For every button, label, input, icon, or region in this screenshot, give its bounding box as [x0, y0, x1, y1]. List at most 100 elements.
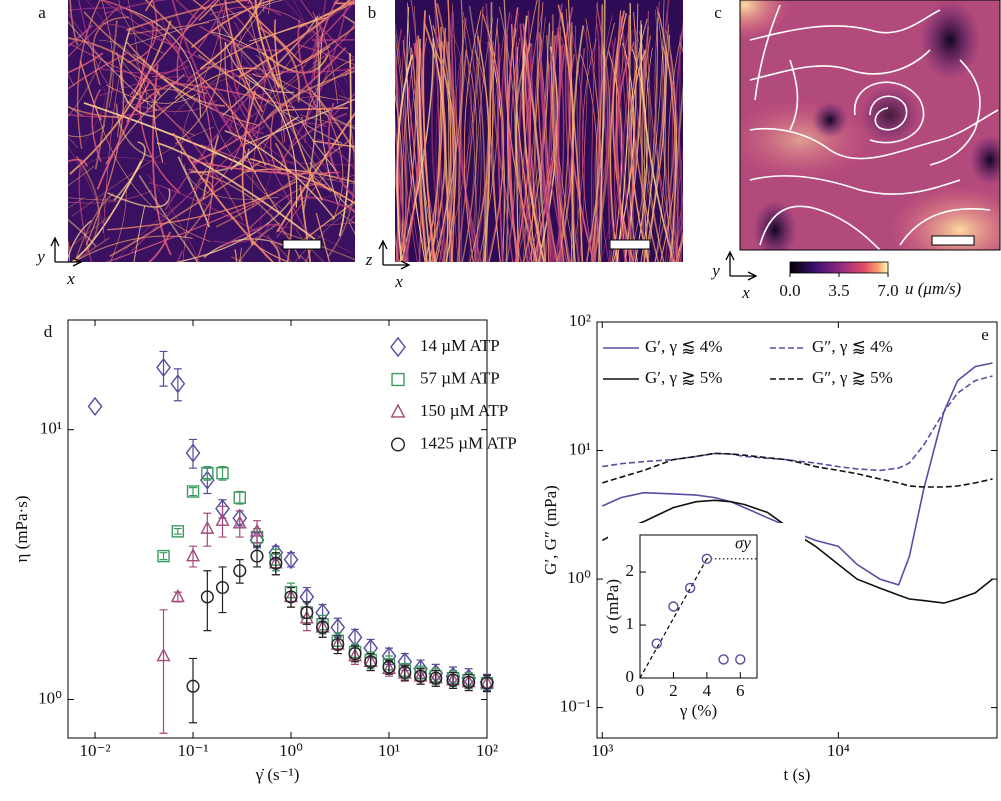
- point: [718, 654, 729, 665]
- point: [215, 512, 230, 526]
- point: [382, 660, 396, 674]
- fiber: [282, 107, 349, 111]
- y-axis-label: η (mPa·s): [12, 496, 31, 563]
- colorbar-tick-label: 7.0: [877, 281, 898, 300]
- flow-field-c: [740, 0, 1000, 250]
- fiber: [262, 122, 327, 152]
- error-bar: [203, 570, 212, 632]
- fiber: [147, 231, 171, 262]
- fiber: [250, 241, 291, 262]
- fiber: [199, 0, 263, 70]
- fiber: [477, 35, 490, 262]
- fiber: [315, 212, 331, 262]
- fiber: [613, 23, 631, 262]
- image-frame: [739, 0, 1001, 251]
- fiber: [406, 6, 426, 262]
- slow-region: [970, 135, 1000, 185]
- fiber: [174, 17, 327, 99]
- error-bar: [235, 490, 244, 505]
- micrograph-b: [395, 0, 683, 262]
- fiber: [268, 0, 270, 15]
- point: [269, 556, 283, 570]
- fiber: [575, 25, 579, 262]
- fiber: [91, 88, 102, 162]
- x-axis-label: γ̇ (s⁻¹): [255, 765, 300, 784]
- fiber: [670, 54, 678, 262]
- fiber: [144, 0, 153, 12]
- fiber: [311, 0, 327, 51]
- fiber: [224, 0, 264, 113]
- y-axis-label: G′, G″ (mPa): [541, 485, 560, 575]
- fiber: [68, 220, 92, 260]
- fiber: [68, 24, 93, 48]
- fiber: [631, 48, 648, 262]
- fiber: [523, 0, 546, 262]
- fiber: [75, 155, 100, 253]
- fiber: [395, 93, 404, 262]
- streamline: [749, 49, 931, 81]
- axis-arrow: [50, 236, 83, 267]
- x-tick-label: 10³: [591, 741, 613, 760]
- fiber: [221, 15, 319, 117]
- fiber: [238, 222, 281, 262]
- point: [651, 638, 662, 649]
- fiber: [583, 28, 601, 262]
- fiber: [647, 10, 680, 262]
- x-tick-label: 10⁰: [279, 741, 303, 760]
- fiber: [309, 161, 355, 214]
- fiber: [68, 60, 102, 117]
- fiber: [644, 47, 653, 262]
- fiber: [191, 61, 322, 194]
- legend-label: 14 µM ATP: [420, 336, 500, 355]
- error-bar: [218, 566, 227, 614]
- point: [186, 548, 201, 562]
- plot-frame: [596, 321, 998, 739]
- fiber: [182, 169, 206, 262]
- point: [87, 396, 103, 416]
- fiber: [94, 105, 211, 242]
- point: [185, 443, 201, 463]
- legend-label: G″, γ ⪆ 5%: [812, 368, 893, 387]
- x-tick-label: 10¹: [378, 741, 400, 760]
- fiber: [616, 54, 630, 262]
- fiber: [404, 41, 428, 262]
- streamline: [899, 207, 991, 246]
- fiber: [107, 188, 171, 208]
- fiber: [68, 105, 123, 119]
- fiber: [241, 90, 257, 246]
- fiber: [284, 0, 348, 84]
- fiber: [654, 6, 666, 262]
- fiber: [403, 0, 421, 262]
- y-tick-label: 10⁰: [38, 688, 62, 707]
- fiber: [212, 212, 273, 243]
- streamline: [749, 175, 961, 195]
- fiber: [431, 36, 446, 262]
- point: [283, 550, 299, 570]
- fiber: [116, 88, 180, 138]
- streamline: [789, 59, 799, 131]
- fiber: [523, 35, 549, 262]
- fiber: [270, 241, 281, 262]
- line: [602, 375, 993, 472]
- fiber: [200, 144, 340, 194]
- x-tick-label: 10⁻²: [79, 741, 110, 760]
- fiber: [68, 165, 95, 187]
- x-tick-label: 2: [669, 681, 678, 700]
- fiber: [172, 132, 275, 262]
- fiber: [167, 81, 295, 109]
- point: [300, 606, 314, 620]
- slow-region: [812, 102, 848, 138]
- fiber: [338, 52, 352, 237]
- fiber: [171, 0, 239, 141]
- fiber: [568, 54, 595, 262]
- y-tick-label: 10¹: [569, 439, 591, 458]
- point: [232, 515, 247, 529]
- fiber: [640, 24, 675, 262]
- fiber: [620, 16, 635, 262]
- legend-label: 1425 µM ATP: [420, 433, 517, 452]
- point: [364, 655, 378, 669]
- fiber: [553, 34, 565, 262]
- fiber: [327, 92, 355, 121]
- point: [233, 564, 247, 578]
